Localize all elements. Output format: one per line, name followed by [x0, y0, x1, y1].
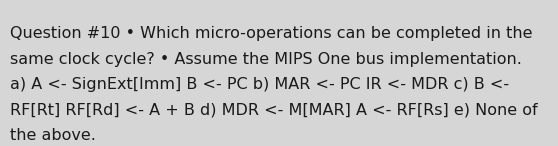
Text: Question #10 • Which micro-operations can be completed in the: Question #10 • Which micro-operations ca… [10, 26, 532, 41]
Text: same clock cycle? • Assume the MIPS One bus implementation.: same clock cycle? • Assume the MIPS One … [10, 52, 522, 67]
Text: a) A <- SignExt[Imm] B <- PC b) MAR <- PC IR <- MDR c) B <-: a) A <- SignExt[Imm] B <- PC b) MAR <- P… [10, 77, 509, 92]
Text: the above.: the above. [10, 128, 96, 144]
Text: RF[Rt] RF[Rd] <- A + B d) MDR <- M[MAR] A <- RF[Rs] e) None of: RF[Rt] RF[Rd] <- A + B d) MDR <- M[MAR] … [10, 103, 538, 118]
